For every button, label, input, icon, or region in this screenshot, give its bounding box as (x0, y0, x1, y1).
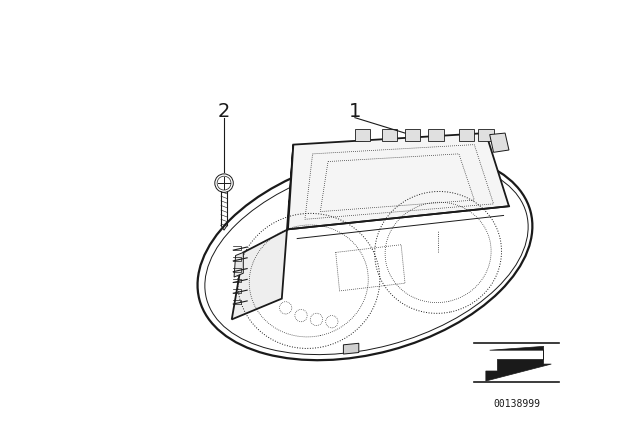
Circle shape (215, 174, 234, 192)
Polygon shape (490, 133, 509, 152)
Text: 00138999: 00138999 (493, 399, 540, 409)
Polygon shape (234, 252, 243, 277)
Polygon shape (382, 129, 397, 141)
Polygon shape (486, 346, 551, 381)
Polygon shape (405, 129, 420, 141)
Polygon shape (428, 129, 444, 141)
Polygon shape (459, 129, 474, 141)
Polygon shape (355, 129, 371, 141)
Text: 1: 1 (349, 102, 361, 121)
Polygon shape (478, 129, 493, 141)
Ellipse shape (198, 151, 532, 360)
Text: 2: 2 (218, 102, 230, 121)
Polygon shape (344, 343, 359, 354)
Polygon shape (232, 145, 293, 319)
Polygon shape (288, 133, 509, 229)
